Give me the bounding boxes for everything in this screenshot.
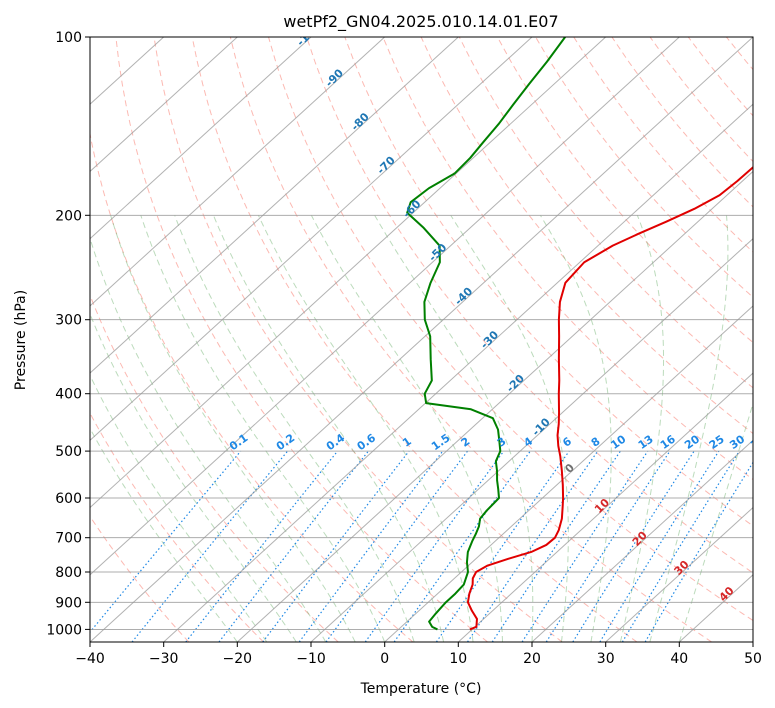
isotherm-line bbox=[605, 506, 753, 642]
y-axis-label: Pressure (hPa) bbox=[13, 290, 29, 390]
y-tick-label: 400 bbox=[55, 387, 82, 403]
mixing-ratio-line bbox=[491, 450, 621, 642]
dry-adiabat bbox=[497, 37, 753, 344]
dry-adiabat bbox=[191, 37, 638, 642]
x-tick-label: −20 bbox=[223, 651, 253, 667]
y-tick-label: 900 bbox=[55, 595, 82, 611]
x-tick-label: 10 bbox=[449, 651, 467, 667]
dry-adiabat bbox=[153, 37, 563, 642]
x-tick-label: 30 bbox=[597, 651, 615, 667]
mixing-ratio-line bbox=[131, 450, 289, 642]
mixing-ratio-line bbox=[262, 450, 410, 642]
gridlines bbox=[90, 37, 753, 642]
y-tick-label: 600 bbox=[55, 491, 82, 507]
dry-adiabat bbox=[90, 515, 190, 642]
mixing-ratio-line bbox=[467, 450, 599, 642]
dry-adiabat bbox=[268, 37, 753, 622]
mixing-ratio-line bbox=[298, 450, 444, 642]
moist-adiabat bbox=[90, 374, 268, 642]
moist-adiabat bbox=[90, 236, 327, 642]
y-tick-label: 800 bbox=[55, 565, 82, 581]
x-tick-label: 40 bbox=[670, 651, 688, 667]
x-tick-label: 50 bbox=[744, 651, 762, 667]
isotherm-line bbox=[90, 37, 607, 509]
mixing-ratio-line bbox=[545, 450, 671, 642]
dry-adiabat bbox=[535, 37, 753, 298]
isotherm-line bbox=[90, 37, 312, 240]
profile-traces bbox=[406, 37, 753, 631]
dry-adiabat bbox=[306, 37, 753, 574]
moist-adiabat bbox=[90, 427, 238, 642]
y-tick-label: 1000 bbox=[46, 622, 82, 638]
isotherm-line bbox=[163, 103, 753, 642]
mixing-ratio-line bbox=[325, 450, 469, 642]
mixing-ratio-line bbox=[185, 450, 339, 642]
dewpoint-profile bbox=[406, 37, 566, 631]
chart-title: wetPf2_GN04.2025.010.14.01.E07 bbox=[283, 12, 558, 32]
moist-adiabat bbox=[212, 215, 445, 642]
moist-adiabat bbox=[540, 215, 612, 642]
y-tick-label: 100 bbox=[55, 30, 82, 46]
isotherm-line bbox=[457, 372, 753, 642]
y-axis-ticks: 1000 900 800 700 600 500 400 300 200 100 bbox=[46, 30, 90, 638]
x-tick-label: −10 bbox=[296, 651, 326, 667]
y-tick-label: 300 bbox=[55, 313, 82, 329]
isotherm-label: -100 bbox=[294, 20, 323, 49]
mixing-ratio-line bbox=[572, 450, 695, 642]
isotherm-line bbox=[90, 37, 386, 307]
x-tick-label: 0 bbox=[380, 651, 389, 667]
plot-frame bbox=[89, 36, 754, 643]
isotherm-line bbox=[531, 439, 753, 642]
moist-adiabat bbox=[110, 215, 356, 642]
dry-adiabat bbox=[90, 412, 264, 642]
x-axis-ticks: −40 −30 −20 −10 0 10 20 30 40 50 bbox=[75, 642, 762, 667]
x-tick-label: −40 bbox=[75, 651, 105, 667]
mixing-ratio-line bbox=[364, 450, 505, 642]
isotherm-line bbox=[384, 305, 753, 642]
moist-adiabat bbox=[374, 215, 534, 642]
x-tick-label: 20 bbox=[523, 651, 541, 667]
isotherm-line bbox=[90, 37, 459, 374]
isotherm-line bbox=[90, 37, 680, 576]
isotherm-line bbox=[310, 237, 753, 642]
moist-adiabat bbox=[310, 215, 504, 642]
y-tick-label: 200 bbox=[55, 208, 82, 224]
x-tick-label: −30 bbox=[149, 651, 179, 667]
y-tick-label: 700 bbox=[55, 531, 82, 547]
mixing-ratio-label: 36 bbox=[748, 432, 768, 452]
dry-adiabat bbox=[90, 131, 414, 642]
isotherm-line bbox=[90, 37, 533, 442]
mixing-ratio-line bbox=[521, 450, 649, 642]
x-axis-label: Temperature (°C) bbox=[360, 681, 482, 697]
moist-adiabat bbox=[450, 215, 569, 642]
moist-adiabat bbox=[619, 215, 665, 642]
isotherm-line bbox=[236, 170, 753, 642]
temperature-profile bbox=[466, 166, 753, 631]
moist-adiabat bbox=[140, 215, 386, 642]
moist-adiabat bbox=[257, 215, 474, 642]
moist-adiabat bbox=[90, 312, 297, 642]
mixing-ratio-line bbox=[621, 450, 740, 642]
dry-adiabat bbox=[115, 37, 488, 642]
isotherm-line bbox=[90, 37, 238, 173]
mixing-ratio-line bbox=[435, 450, 570, 642]
mixing-ratio-line bbox=[90, 450, 242, 634]
isotherm-line bbox=[90, 37, 753, 642]
y-tick-label: 500 bbox=[55, 444, 82, 460]
